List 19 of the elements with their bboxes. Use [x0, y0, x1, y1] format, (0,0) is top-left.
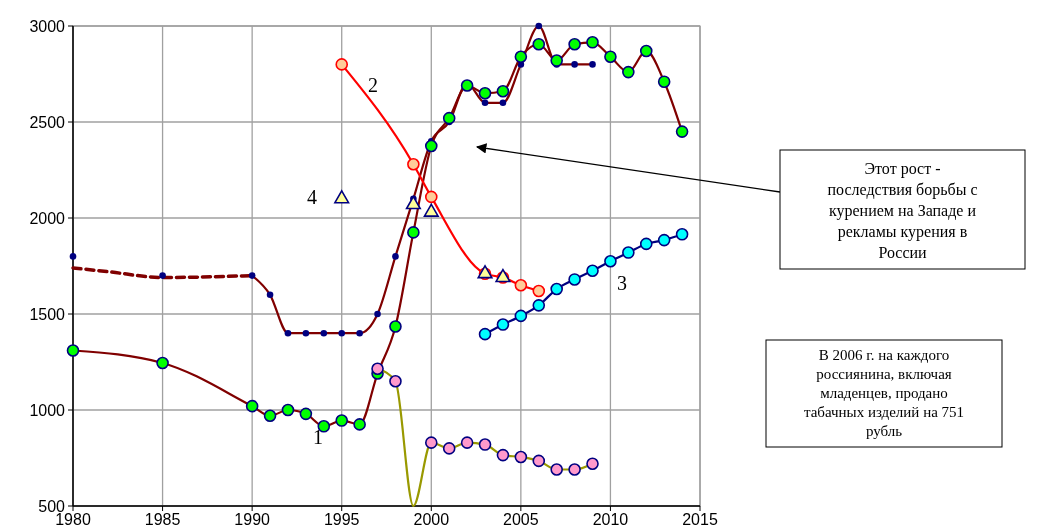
x-tick-label: 1980 — [55, 511, 91, 528]
annotation: 1 — [313, 426, 323, 448]
text: В 2006 г. на каждого россиянина, включая младенцев, продано табачных изделий на 751 рубль — [803, 347, 965, 439]
x-tick-label: 2015 — [682, 511, 718, 528]
y-tick-label: 2000 — [29, 209, 66, 227]
annotation: 4 — [307, 186, 317, 208]
annotation: 3 — [617, 272, 627, 294]
x-tick-label: 1985 — [144, 511, 181, 528]
x-tick-label: 1995 — [323, 511, 360, 528]
text: Этот рост - последствия борьбы с курением на Западе и рекламы курения в России — [827, 160, 978, 261]
y-tick-label: 3000 — [29, 17, 66, 35]
x-tick-label: 2005 — [503, 511, 539, 528]
y-tick-label: 2500 — [29, 113, 66, 131]
x-tick-label: 2010 — [592, 511, 629, 528]
y-tick-label: 1500 — [29, 305, 66, 323]
annotation: 2 — [368, 74, 378, 96]
x-tick-label: 1990 — [234, 511, 271, 528]
y-tick-label: 1000 — [29, 401, 66, 419]
x-tick-label: 2000 — [413, 511, 450, 528]
